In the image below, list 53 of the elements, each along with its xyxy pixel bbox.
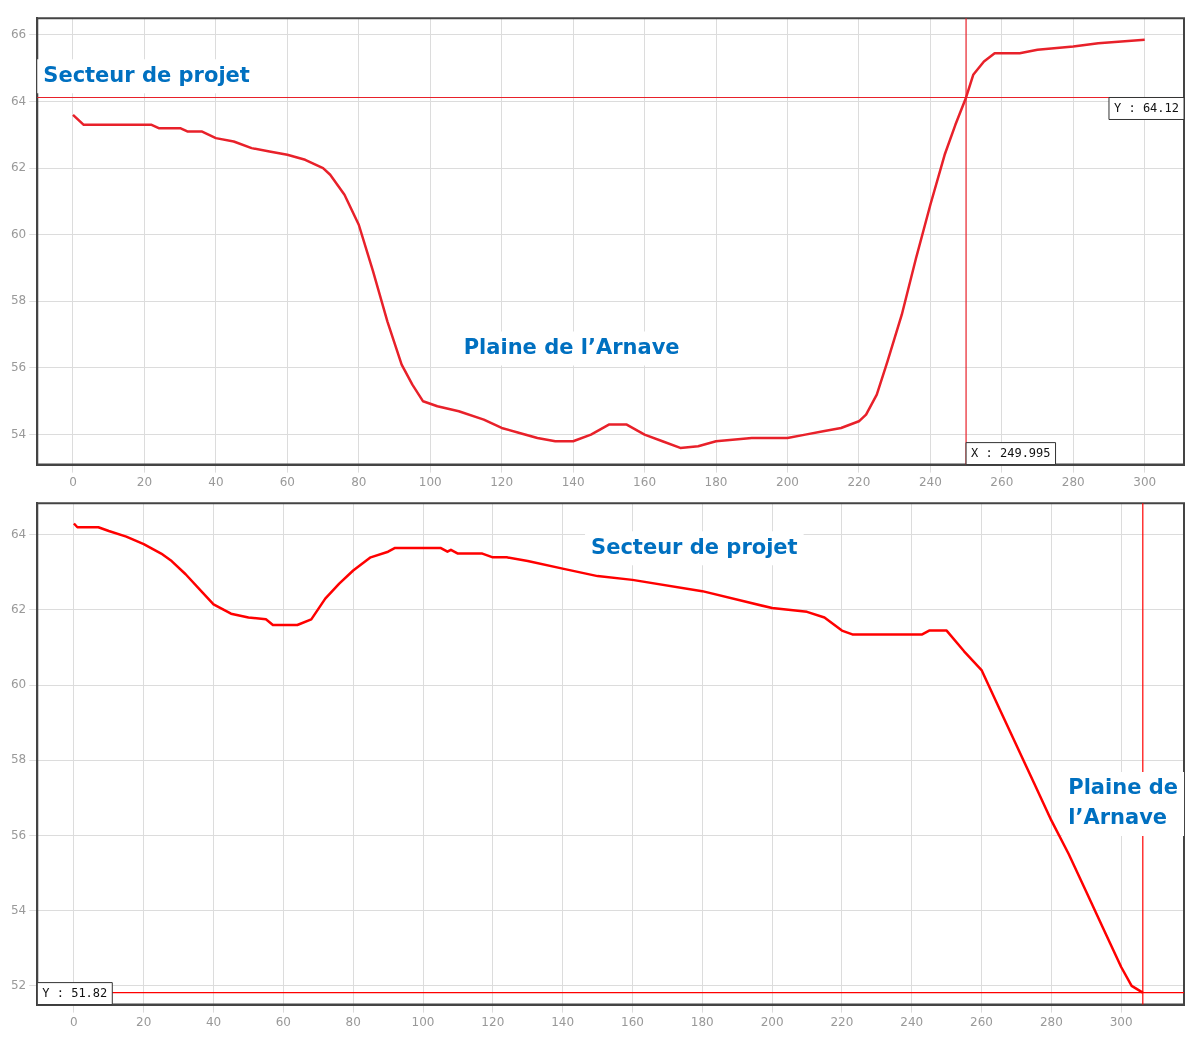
x-tick-label: 260	[970, 1014, 993, 1029]
x-tick-label: 120	[481, 1014, 505, 1029]
x-tick-label: 20	[136, 474, 153, 489]
x-tick-label: 240	[918, 474, 942, 489]
ref-line-label: X : 249.995	[971, 445, 1051, 460]
y-tick-label: 64	[10, 93, 27, 108]
ref-line-label: Y : 51.82	[42, 985, 108, 1000]
y-tick-label: 60	[10, 226, 27, 241]
x-tick-label: 280	[1061, 474, 1085, 489]
y-tick-label: 58	[10, 293, 27, 308]
annotation: Secteur de projet	[43, 62, 250, 87]
y-tick-label: 60	[10, 677, 27, 692]
y-tick-label: 58	[10, 752, 27, 767]
x-tick-label: 180	[704, 474, 728, 489]
x-tick-label: 120	[490, 474, 514, 489]
y-tick-label: 54	[10, 426, 27, 441]
x-tick-label: 0	[69, 474, 77, 489]
x-tick-label: 40	[208, 474, 224, 489]
annotation: Plaine de l’Arnave	[463, 334, 680, 359]
y-tick-label: 52	[10, 977, 27, 992]
y-tick-label: 56	[10, 360, 27, 375]
x-tick-label: 140	[561, 474, 585, 489]
x-tick-label: 220	[847, 474, 871, 489]
x-tick-label: 100	[411, 1014, 435, 1029]
x-tick-label: 240	[900, 1014, 924, 1029]
x-tick-label: 80	[351, 474, 367, 489]
x-tick-label: 20	[136, 1014, 152, 1029]
x-tick-label: 200	[776, 474, 799, 489]
x-tick-label: 200	[760, 1014, 784, 1029]
x-tick-label: 260	[990, 474, 1014, 489]
annotation: Plaine de l’Arnave	[1068, 775, 1179, 830]
x-tick-label: 60	[279, 474, 295, 489]
x-tick-label: 280	[1039, 1014, 1063, 1029]
x-tick-label: 160	[633, 474, 657, 489]
x-tick-label: 220	[830, 1014, 854, 1029]
x-tick-label: 160	[621, 1014, 644, 1029]
x-tick-label: 80	[345, 1014, 361, 1029]
y-tick-label: 56	[10, 827, 27, 842]
y-tick-label: 54	[10, 902, 27, 917]
y-tick-label: 62	[10, 160, 27, 175]
x-tick-label: 60	[275, 1014, 292, 1029]
x-tick-label: 0	[70, 1014, 78, 1029]
ref-line-label: Y : 64.12	[1113, 100, 1180, 115]
x-tick-label: 180	[690, 1014, 714, 1029]
y-tick-label: 66	[10, 26, 27, 41]
y-tick-label: 62	[10, 602, 27, 617]
y-tick-label: 64	[10, 526, 27, 541]
x-tick-label: 300	[1133, 474, 1157, 489]
annotation: Secteur de projet	[591, 534, 798, 559]
x-tick-label: 100	[418, 474, 442, 489]
x-tick-label: 40	[205, 1014, 222, 1029]
x-tick-label: 300	[1109, 1014, 1133, 1029]
x-tick-label: 140	[551, 1014, 575, 1029]
